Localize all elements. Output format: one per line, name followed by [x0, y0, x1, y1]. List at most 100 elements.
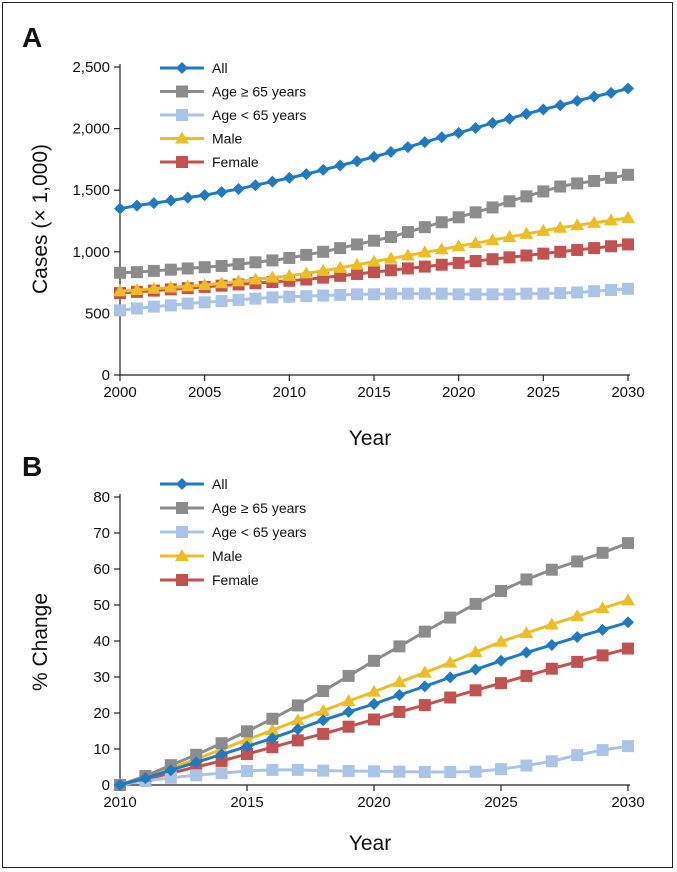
- panel-b-point-age-lt-65-years: [520, 759, 533, 772]
- panel-a-x-tick-label: 2020: [442, 384, 475, 401]
- panel-a-point-male: [333, 260, 348, 273]
- panel-b-point-age-ge-65-years: [291, 699, 304, 712]
- panel-a-point-all: [588, 90, 601, 103]
- panel-b-point-age-ge-65-years: [520, 573, 533, 586]
- panel-a-point-age-ge-65-years: [622, 168, 634, 181]
- panel-b-point-age-lt-65-years: [545, 755, 558, 768]
- panel-b-point-all: [520, 646, 533, 659]
- panel-b-y-tick-label: 40: [93, 633, 110, 650]
- panel-a-point-all: [351, 155, 364, 168]
- panel-b-point-all: [342, 705, 355, 718]
- panel-a-point-age-ge-65-years: [452, 211, 465, 224]
- panel-a-legend-label-age-ge-65-years: Age ≥ 65 years: [212, 84, 306, 100]
- panel-a-point-age-lt-65-years: [554, 287, 567, 300]
- panel-b-point-female: [393, 705, 406, 718]
- panel-b-x-tick-label: 2030: [611, 794, 644, 811]
- panel-b-legend-marker-female: [176, 574, 188, 586]
- panel-b-point-age-ge-65-years: [241, 725, 253, 738]
- panel-b-point-age-ge-65-years: [215, 737, 228, 750]
- panel-a-point-male: [265, 270, 280, 283]
- panel-a-point-male: [468, 236, 483, 249]
- panel-a-point-age-lt-65-years: [401, 287, 414, 300]
- panel-a-point-age-ge-65-years: [114, 266, 126, 279]
- panel-b-legend: All Age ≥ 65 years Age < 65 years Male Femal…: [160, 476, 307, 588]
- panel-a-point-male: [299, 266, 314, 279]
- panel-a-point-female: [418, 260, 431, 273]
- panel-b-legend-marker-all: [176, 478, 188, 490]
- panel-b-point-female: [622, 642, 634, 655]
- panel-a-point-male: [197, 278, 212, 291]
- panel-a-point-age-ge-65-years: [164, 263, 177, 276]
- panel-a-point-age-ge-65-years: [503, 195, 516, 208]
- panel-a-x-tick-label: 2010: [273, 384, 306, 401]
- panel-a-point-age-ge-65-years: [181, 262, 194, 275]
- panel-a-point-male: [553, 220, 568, 233]
- panel-a-point-age-ge-65-years: [283, 251, 296, 264]
- panel-b-point-male: [240, 732, 254, 745]
- panel-a-point-age-lt-65-years: [300, 290, 313, 303]
- panel-b-point-male: [570, 609, 585, 622]
- panel-a-point-female: [469, 255, 482, 268]
- panel-a-point-age-ge-65-years: [317, 245, 330, 258]
- panel-a-point-age-ge-65-years: [401, 226, 414, 239]
- panel-a-series-all: [114, 82, 634, 215]
- panel-a-point-male: [180, 279, 195, 292]
- panel-b-point-age-ge-65-years: [368, 654, 380, 667]
- panel-a-point-age-ge-65-years: [418, 221, 431, 234]
- panel-b-point-age-ge-65-years: [418, 625, 431, 638]
- panel-b-letter: B: [22, 451, 42, 482]
- panel-b-point-age-lt-65-years: [444, 766, 457, 779]
- panel-a-y-tick-label: 1,500: [72, 182, 110, 199]
- panel-a-point-all: [537, 103, 550, 116]
- panel-b-point-all: [545, 638, 558, 651]
- panel-a-point-age-ge-65-years: [520, 190, 533, 203]
- panel-a-point-age-lt-65-years: [198, 296, 211, 309]
- panel-b-point-age-ge-65-years: [545, 563, 558, 576]
- panel-b-point-age-lt-65-years: [393, 765, 406, 778]
- panel-a-point-age-ge-65-years: [215, 259, 228, 272]
- panel-a-legend: All Age ≥ 65 years Age < 65 years Male Femal…: [160, 60, 307, 170]
- panel-a-point-female: [571, 243, 584, 256]
- panel-a-point-age-lt-65-years: [130, 302, 143, 315]
- panel-b-point-age-lt-65-years: [215, 767, 228, 780]
- panel-a-y-axis-title: Cases (× 1,000): [29, 144, 52, 294]
- panel-a-point-male: [451, 239, 466, 252]
- panel-a-point-age-lt-65-years: [503, 288, 516, 301]
- panel-b-point-all: [495, 654, 507, 667]
- panel-a-point-age-lt-65-years: [283, 290, 296, 303]
- panel-a-point-male: [129, 282, 144, 295]
- panel-b-point-age-ge-65-years: [393, 640, 406, 653]
- panel-b-point-female: [520, 669, 533, 682]
- panel-a-x-tick-label: 2015: [357, 384, 390, 401]
- panel-a-point-all: [334, 159, 347, 172]
- panel-b-point-all: [164, 764, 177, 777]
- panel-a-point-all: [130, 199, 143, 212]
- panel-a-point-all: [452, 126, 465, 139]
- panel-b-point-age-ge-65-years: [266, 712, 279, 725]
- panel-a-y-tick-label: 500: [85, 305, 110, 322]
- panel-a-point-all: [605, 86, 618, 99]
- panel-b-point-age-ge-65-years: [596, 546, 609, 559]
- panel-b-point-female: [571, 655, 584, 668]
- panel-a-point-age-lt-65-years: [537, 287, 550, 300]
- panel-a-point-age-lt-65-years: [266, 291, 279, 304]
- panel-a-line-male: [119, 216, 629, 293]
- panel-a-point-male: [367, 254, 381, 267]
- panel-a-point-male: [519, 226, 534, 239]
- panel-b-point-male: [290, 713, 305, 726]
- panel-b-legend-label-age-lt-65-years: Age < 65 years: [212, 524, 307, 540]
- panel-a-x-tick-label: 2000: [103, 384, 136, 401]
- panel-a-legend-marker-all: [176, 62, 188, 74]
- panel-b-point-male: [494, 634, 508, 647]
- panel-b-y-tick-label: 0: [102, 777, 110, 794]
- panel-a-point-age-ge-65-years: [435, 216, 448, 229]
- panel-b-point-age-lt-65-years: [190, 769, 203, 782]
- panel-a-point-age-lt-65-years: [605, 283, 618, 296]
- panel-b-y-axis-title: % Change: [29, 593, 52, 691]
- panel-a-legend-label-all: All: [212, 60, 228, 76]
- panel-b-point-age-ge-65-years: [622, 537, 634, 550]
- panel-a-legend-marker-male: [175, 131, 189, 144]
- panel-b-point-male: [367, 684, 381, 697]
- panel-a-legend-marker-age-lt-65-years: [176, 109, 188, 121]
